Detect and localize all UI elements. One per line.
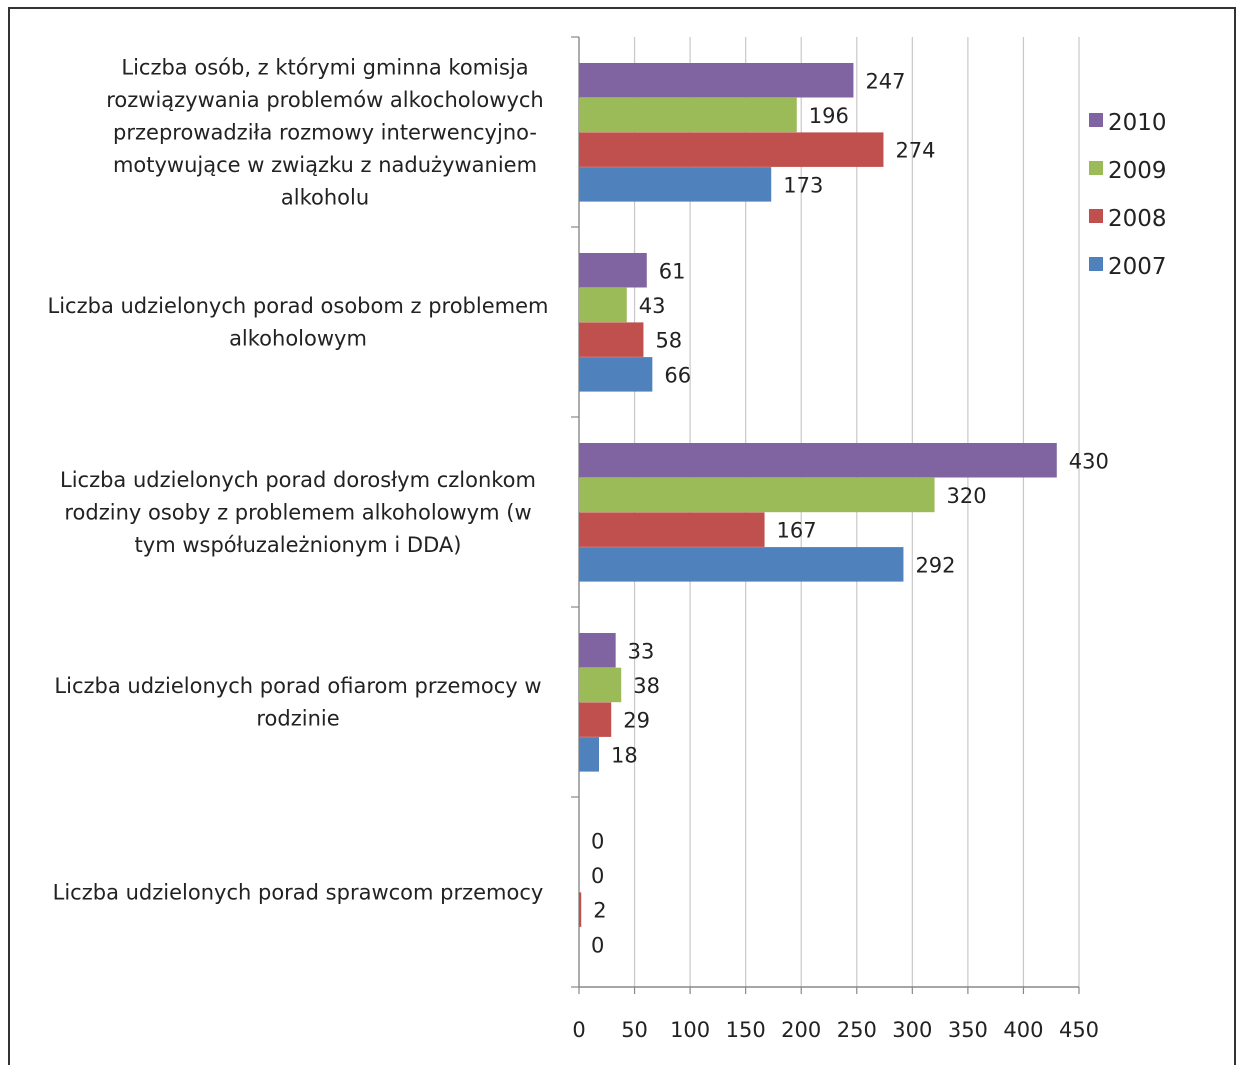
x-tick-label: 250 [837, 1018, 877, 1042]
x-tick-label: 300 [892, 1018, 932, 1042]
legend-label: 2010 [1108, 110, 1167, 136]
data-label: 196 [809, 104, 849, 128]
bar-2008 [579, 322, 644, 357]
legend-swatch-2008 [1089, 209, 1103, 223]
category-label: Liczba udzielonych porad ofiarom przemoc… [54, 674, 541, 731]
bar-2009 [579, 97, 797, 133]
bar-2007 [579, 357, 653, 392]
data-label: 247 [865, 69, 905, 93]
data-label: 0 [591, 829, 604, 853]
data-label: 167 [777, 519, 817, 543]
data-label: 2 [593, 899, 606, 923]
data-label: 38 [633, 674, 660, 698]
legend-swatch-2007 [1089, 257, 1103, 271]
category-label-line: rodziny osoby z problemem alkoholowym (w [64, 500, 531, 524]
data-label: 43 [639, 294, 666, 318]
category-label: Liczba udzielonych porad dorosłym czlonk… [60, 468, 536, 557]
category-label-line: przeprowadziła rozmowy interwencyjno- [113, 120, 537, 144]
bar-2010 [579, 253, 647, 288]
data-label: 320 [947, 484, 987, 508]
bar-2008 [579, 512, 765, 547]
category-label-line: alkoholu [281, 185, 369, 209]
category-label-line: rozwiązywania problemów alkocholowych [106, 88, 544, 112]
bar-2010 [579, 633, 616, 668]
category-label-line: Liczba udzielonych porad sprawcom przemo… [53, 880, 544, 904]
bar-2008 [579, 702, 612, 737]
x-tick-label: 400 [1003, 1018, 1043, 1042]
legend-swatch-2010 [1089, 113, 1103, 127]
bar-2007 [579, 737, 599, 772]
category-label-line: Liczba udzielonych porad osobom z proble… [48, 294, 549, 318]
data-label: 29 [623, 709, 650, 733]
legend-label: 2009 [1108, 158, 1167, 184]
data-label: 292 [915, 553, 955, 577]
x-tick-label: 150 [726, 1018, 766, 1042]
data-label: 58 [655, 329, 682, 353]
category-label-line: Liczba udzielonych porad dorosłym czlonk… [60, 468, 536, 492]
category-label: Liczba udzielonych porad sprawcom przemo… [53, 880, 544, 904]
category-label-line: motywujące w związku z nadużywaniem [113, 153, 537, 177]
data-label: 274 [895, 139, 935, 163]
bar-2009 [579, 287, 627, 323]
labels: 247 196 274 173 Liczba osób, z którymi gminn… [48, 55, 1109, 957]
category-label-line: tym współuzależnionym i DDA) [135, 533, 462, 557]
category-label-line: Liczba osób, z którymi gminna komisja [121, 55, 528, 79]
bar-2009 [579, 667, 622, 703]
data-label: 33 [628, 639, 655, 663]
category-label-line: Liczba udzielonych porad ofiarom przemoc… [54, 674, 541, 698]
data-label: 66 [664, 363, 691, 387]
data-label: 430 [1069, 449, 1109, 473]
legend-label: 2007 [1108, 254, 1167, 280]
category-label: Liczba osób, z którymi gminna komisja roz… [106, 55, 544, 209]
data-label: 173 [783, 173, 823, 197]
category-label-line: rodzinie [256, 707, 339, 731]
bar-2009 [579, 477, 935, 513]
legend: 2010 2009 2008 2007 [1089, 110, 1167, 280]
data-label: 0 [591, 864, 604, 888]
data-label: 61 [659, 259, 686, 283]
bar-2007 [579, 167, 772, 202]
chart-frame [8, 7, 1236, 1065]
category-label: Liczba udzielonych porad osobom z proble… [48, 294, 549, 351]
data-label: 18 [611, 743, 638, 767]
bars [579, 63, 1057, 927]
x-tick-label: 50 [621, 1018, 648, 1042]
bar-2008 [579, 892, 582, 927]
x-tick-label: 350 [948, 1018, 988, 1042]
x-tick-label: 100 [670, 1018, 710, 1042]
axes: 0 50 100 150 200 250 300 350 400 450 [571, 36, 1099, 1042]
legend-label: 2008 [1108, 206, 1167, 232]
bar-2010 [579, 443, 1057, 478]
legend-swatch-2009 [1089, 161, 1103, 175]
bar-2008 [579, 132, 884, 167]
data-label: 0 [591, 933, 604, 957]
bar-2010 [579, 63, 854, 98]
bar-2007 [579, 547, 904, 582]
x-tick-label: 0 [572, 1018, 585, 1042]
x-tick-label: 200 [781, 1018, 821, 1042]
category-label-line: alkoholowym [229, 327, 367, 351]
x-tick-label: 450 [1059, 1018, 1099, 1042]
